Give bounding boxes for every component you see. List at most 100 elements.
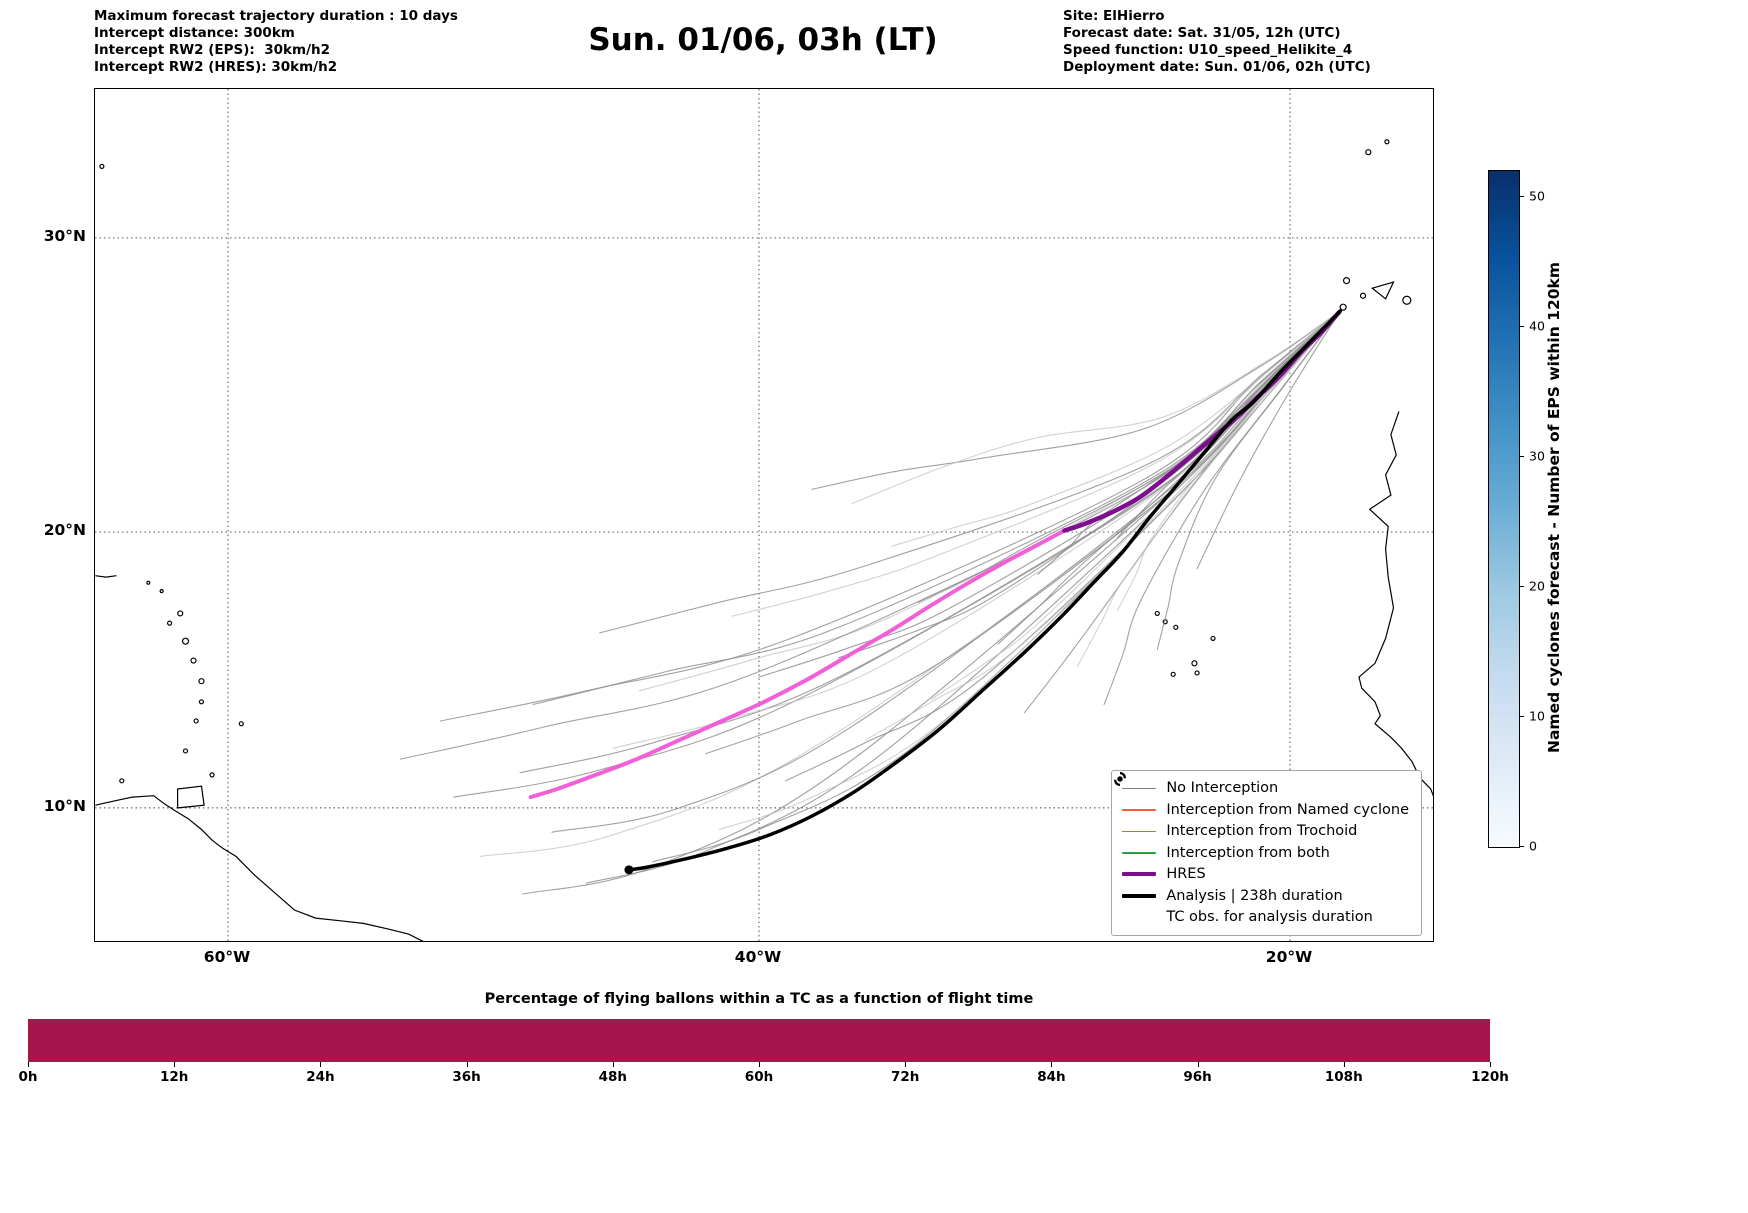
island	[1191, 660, 1198, 667]
island-polygon	[1371, 281, 1395, 300]
param-intercept-rw2-hres: Intercept RW2 (HRES): 30km/h2	[94, 59, 338, 75]
bottom-axis-tick-label: 24h	[306, 1069, 335, 1085]
island	[1339, 303, 1347, 311]
island	[177, 610, 184, 617]
island	[1384, 139, 1390, 145]
legend-line	[1122, 809, 1157, 811]
ensemble-trajectory	[851, 310, 1341, 505]
x-tick-label: 40°W	[734, 948, 782, 966]
island	[1173, 624, 1179, 630]
island	[238, 721, 244, 727]
ensemble-trajectory	[638, 310, 1341, 692]
island	[1210, 635, 1216, 642]
legend-item-label: Interception from Named cyclone	[1166, 801, 1409, 818]
island	[119, 778, 125, 784]
colorbar-tick	[1519, 456, 1524, 457]
param-intercept-rw2-eps: Intercept RW2 (EPS): 30km/h2	[94, 42, 330, 58]
x-tick-label: 60°W	[203, 948, 251, 966]
legend-item-label: TC obs. for analysis duration	[1166, 909, 1373, 926]
legend-item: Interception from both	[1122, 842, 1409, 864]
info-deployment-date: Deployment date: Sun. 01/06, 02h (UTC)	[1063, 59, 1371, 75]
ensemble-trajectory	[519, 310, 1341, 774]
ensemble-trajectory	[453, 310, 1341, 798]
island	[1170, 671, 1176, 677]
y-tick-label: 30°N	[43, 226, 86, 245]
legend-item: Interception from Trochoid	[1122, 821, 1409, 843]
colorbar-tick	[1519, 196, 1524, 197]
bottom-chart-title: Percentage of flying ballons within a TC…	[484, 991, 1034, 1007]
bottom-axis-tick-label: 0h	[18, 1069, 38, 1085]
legend-item: TC obs. for analysis duration	[1114, 771, 1409, 929]
island	[1342, 277, 1351, 285]
island	[166, 620, 173, 626]
island	[1194, 670, 1200, 676]
map-legend: No Interception Interception from Named c…	[1111, 769, 1422, 936]
ensemble-trajectory	[439, 310, 1341, 722]
island	[181, 637, 190, 645]
tc-percentage-bar	[28, 1019, 1490, 1062]
legend-item-label: HRES	[1166, 866, 1206, 883]
legend-line-sample	[1122, 787, 1157, 789]
island	[1154, 610, 1160, 617]
bottom-axis-tick	[1051, 1062, 1053, 1067]
bottom-axis-tick	[320, 1062, 322, 1067]
ensemble-trajectory	[838, 310, 1341, 659]
ensemble-trajectory	[811, 310, 1341, 490]
ensemble-trajectory	[891, 310, 1341, 547]
ensemble-trajectory	[718, 310, 1341, 831]
map-canvas	[95, 89, 1433, 941]
island	[190, 657, 197, 664]
ensemble-trajectory	[1037, 310, 1341, 575]
bottom-axis-tick	[759, 1062, 760, 1067]
bottom-axis-tick	[28, 1062, 29, 1067]
colorbar-tick-label: 0	[1529, 838, 1537, 854]
colorbar-tick-label: 30	[1529, 448, 1545, 464]
island	[159, 589, 164, 594]
colorbar-tick	[1519, 326, 1524, 327]
info-site: Site: ElHierro	[1063, 8, 1165, 24]
ensemble-trajectory	[1156, 310, 1341, 651]
colorbar-tick	[1519, 586, 1524, 587]
legend-line-sample	[1122, 872, 1157, 877]
bottom-axis-tick-label: 108h	[1324, 1069, 1363, 1085]
ensemble-trajectory	[731, 310, 1341, 617]
page-title: Sun. 01/06, 03h (LT)	[588, 22, 938, 58]
bottom-axis-tick-label: 12h	[159, 1069, 189, 1085]
param-max-duration: Maximum forecast trajectory duration : 1…	[94, 8, 458, 24]
bottom-axis-tick	[905, 1062, 907, 1067]
x-tick-label: 20°W	[1265, 948, 1313, 966]
info-speed-function: Speed function: U10_speed_Helikite_4	[1063, 42, 1353, 58]
island	[193, 718, 199, 724]
ensemble-trajectory	[1196, 310, 1341, 570]
ensemble-trajectory	[400, 310, 1341, 760]
colorbar-tick-label: 50	[1529, 188, 1545, 204]
island	[209, 772, 215, 778]
legend-line-sample	[1122, 809, 1157, 811]
legend-item-label: Interception from Trochoid	[1166, 823, 1358, 840]
bottom-axis-tick	[1343, 1062, 1345, 1067]
bottom-axis-tick-label: 36h	[452, 1069, 481, 1085]
colorbar-gradient	[1488, 170, 1520, 848]
bottom-axis-tick	[466, 1062, 468, 1067]
info-forecast-date: Forecast date: Sat. 31/05, 12h (UTC)	[1063, 25, 1341, 41]
island	[182, 748, 189, 754]
legend-line	[1122, 787, 1157, 789]
island	[1365, 149, 1372, 156]
ensemble-trajectory	[1103, 310, 1341, 706]
y-tick-label: 10°N	[43, 796, 86, 815]
coastline	[95, 575, 117, 578]
legend-line-sample	[1122, 830, 1157, 832]
bottom-axis-tick	[1197, 1062, 1199, 1067]
colorbar-tick-label: 20	[1529, 578, 1545, 594]
bottom-axis-tick-label: 84h	[1037, 1069, 1066, 1085]
bottom-axis-tick	[612, 1062, 614, 1067]
ensemble-trajectory	[1023, 310, 1341, 714]
bottom-axis-tick	[1490, 1062, 1491, 1067]
legend-item-label: Analysis | 238h duration	[1166, 887, 1343, 904]
island	[198, 678, 205, 685]
param-intercept-distance: Intercept distance: 300km	[94, 25, 295, 41]
legend-item: No Interception	[1122, 778, 1409, 800]
bottom-axis-tick-label: 72h	[890, 1069, 920, 1085]
legend-line	[1122, 872, 1157, 877]
